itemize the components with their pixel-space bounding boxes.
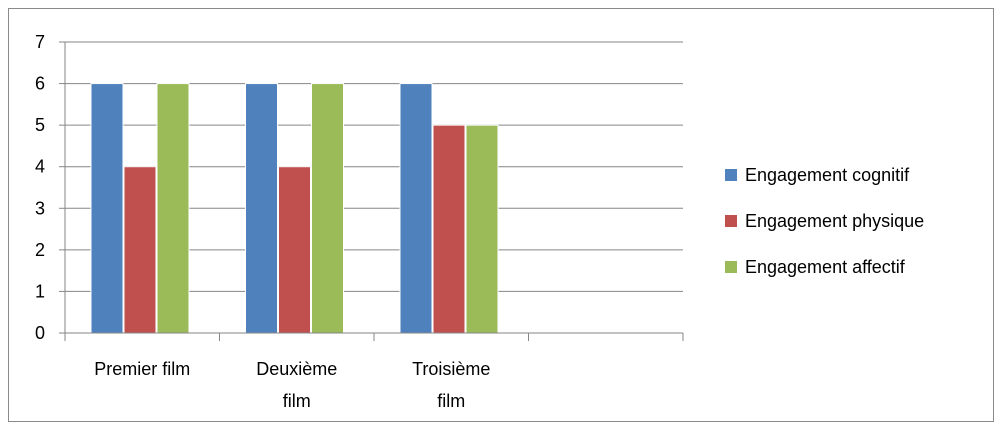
legend-label: Engagement cognitif [745,165,910,185]
y-tick-label: 5 [35,115,45,135]
legend: Engagement cognitif Engagement physique En… [725,165,924,277]
y-tick-label: 6 [35,74,45,94]
bar [90,83,124,334]
y-axis-ticks: 0 1 2 3 4 5 6 7 [35,32,65,343]
x-tick-label: Premier film [94,359,190,379]
x-tick-label: film [437,391,465,411]
bar [156,83,190,334]
bar [311,83,344,334]
legend-label: Engagement affectif [745,257,906,277]
y-tick-label: 1 [35,281,45,301]
bars [90,83,499,334]
legend-swatch [725,169,737,181]
x-tick-label: Troisième [412,359,490,379]
bar [432,124,466,334]
y-tick-label: 3 [35,198,45,218]
axes [64,42,684,341]
x-axis-labels: Premier film Deuxième film Troisième film [94,359,490,411]
y-tick-label: 4 [35,157,45,177]
legend-label: Engagement physique [745,211,924,231]
legend-swatch [725,215,737,227]
bar [399,83,433,334]
legend-swatch [725,261,737,273]
x-tick-label: film [283,391,311,411]
x-tick-label: Deuxième [256,359,337,379]
bar [465,124,499,334]
bar [278,166,311,334]
y-tick-label: 7 [35,32,45,52]
y-tick-label: 2 [35,240,45,260]
bar [123,166,157,334]
bar [245,83,278,334]
y-tick-label: 0 [35,323,45,343]
